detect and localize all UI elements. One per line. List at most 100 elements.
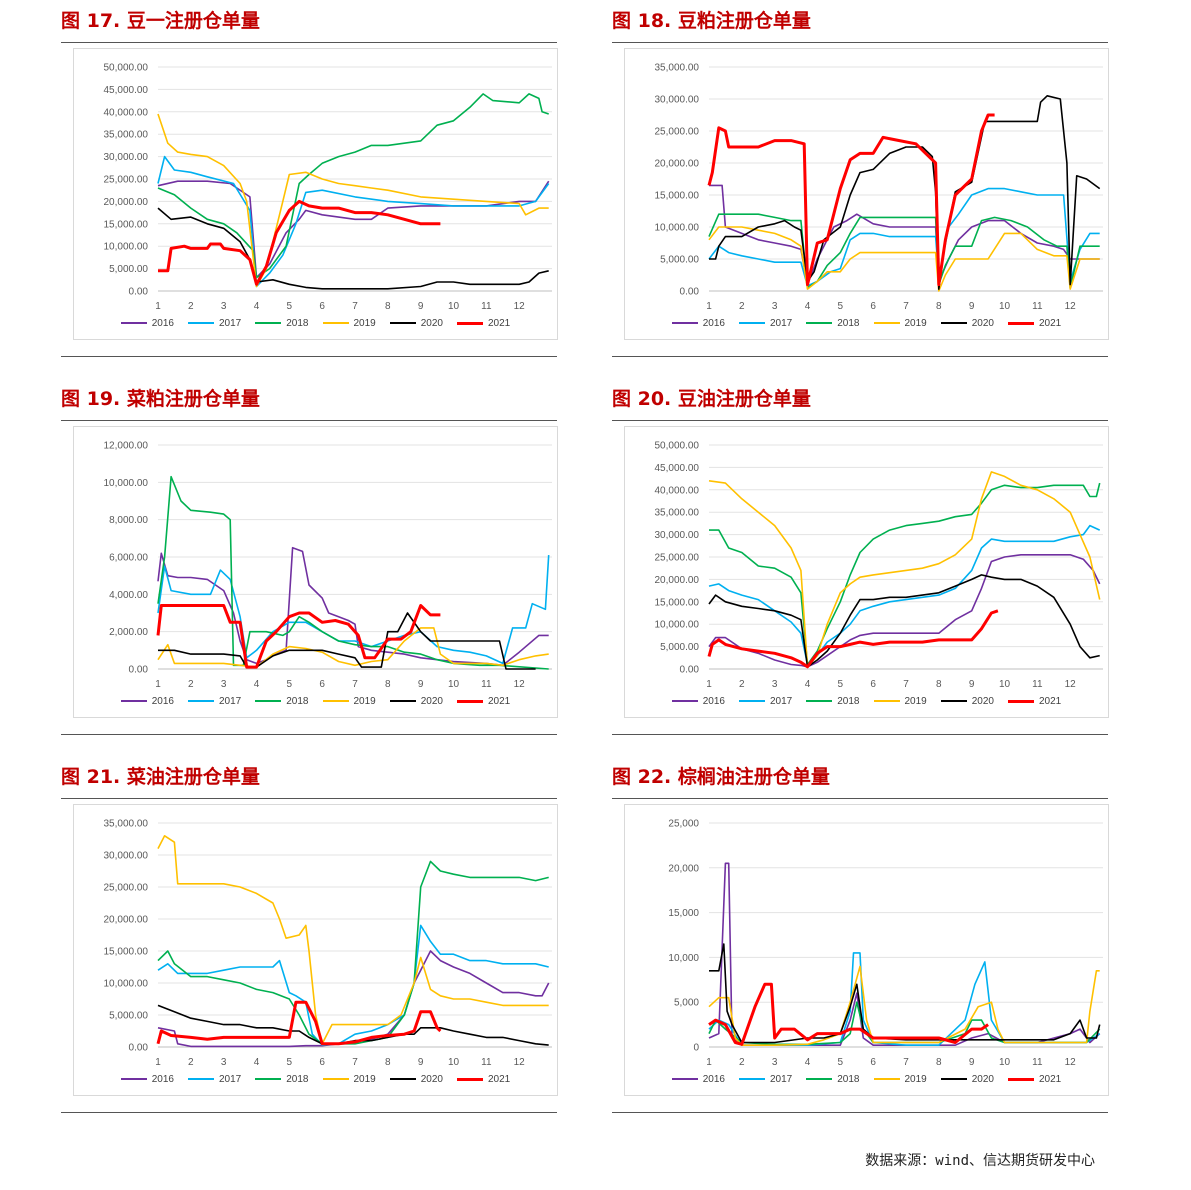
y-tick-label: 10,000.00 bbox=[655, 223, 700, 234]
x-tick-label: 4 bbox=[805, 679, 811, 689]
legend-label: 2017 bbox=[219, 1073, 242, 1085]
legend-item-2017: 2017 bbox=[739, 693, 792, 709]
y-tick-label: 30,000.00 bbox=[655, 95, 700, 106]
y-tick-label: 15,000.00 bbox=[655, 191, 700, 202]
x-tick-label: 3 bbox=[221, 1057, 227, 1067]
chart-area: 0.00 5,000.00 10,000.00 15,000.00 20,000.00 2… bbox=[73, 804, 558, 1096]
legend-swatch bbox=[739, 700, 765, 702]
x-tick-label: 7 bbox=[352, 301, 358, 311]
y-tick-label: 30,000.00 bbox=[104, 851, 149, 862]
chart-panel: 图 21. 菜油注册仓单量 0.00 5,000.00 10,000.00 15,000… bbox=[61, 756, 558, 1113]
legend-swatch bbox=[873, 322, 900, 324]
x-tick-label: 9 bbox=[418, 1057, 424, 1067]
legend-label: 2019 bbox=[904, 317, 927, 329]
chart-title: 图 22. 棕榈油注册仓单量 bbox=[612, 766, 830, 788]
x-tick-label: 8 bbox=[936, 301, 942, 311]
legend-label: 2017 bbox=[770, 695, 793, 707]
legend-item-2016: 2016 bbox=[671, 693, 725, 709]
legend-item-2016: 2016 bbox=[120, 1071, 174, 1087]
chart-legend: 2016 2017 2018 2019 2020 2021 bbox=[74, 315, 557, 331]
panel-bottom-divider bbox=[61, 734, 557, 735]
y-tick-label: 20,000.00 bbox=[104, 197, 149, 208]
y-tick-label: 12,000.00 bbox=[104, 441, 149, 452]
y-tick-label: 10,000.00 bbox=[104, 242, 149, 253]
series-line-2016 bbox=[708, 862, 1101, 1046]
legend-swatch bbox=[120, 700, 147, 702]
x-tick-label: 10 bbox=[999, 301, 1011, 311]
x-tick-label: 4 bbox=[254, 679, 260, 689]
x-tick-label: 5 bbox=[287, 1057, 293, 1067]
legend-label: 2017 bbox=[770, 1073, 793, 1085]
panel-bottom-divider bbox=[612, 734, 1108, 735]
x-tick-label: 9 bbox=[418, 301, 424, 311]
x-tick-label: 2 bbox=[188, 679, 194, 689]
x-tick-label: 9 bbox=[969, 1057, 975, 1067]
x-tick-label: 3 bbox=[221, 679, 227, 689]
x-tick-label: 8 bbox=[385, 301, 391, 311]
y-tick-label: 0.00 bbox=[129, 665, 149, 676]
x-tick-label: 11 bbox=[1032, 301, 1043, 311]
x-tick-label: 8 bbox=[385, 679, 391, 689]
title-divider bbox=[61, 42, 557, 43]
y-tick-label: 15,000 bbox=[668, 908, 699, 919]
series-line-2018 bbox=[157, 860, 549, 1045]
x-tick-label: 5 bbox=[838, 301, 844, 311]
legend-item-2021: 2021 bbox=[1008, 1071, 1061, 1087]
legend-swatch bbox=[389, 322, 416, 324]
series-line-2021 bbox=[158, 199, 441, 286]
legend-label: 2016 bbox=[151, 317, 174, 329]
x-tick-label: 2 bbox=[739, 301, 745, 311]
legend-item-2020: 2020 bbox=[389, 315, 443, 331]
series-line-2021 bbox=[156, 1000, 442, 1046]
legend-item-2018: 2018 bbox=[806, 693, 860, 709]
legend-swatch bbox=[873, 1078, 900, 1080]
chart-area: 0.00 5,000.00 10,000.00 15,000.00 20,000.00 2… bbox=[624, 48, 1109, 340]
x-tick-label: 10 bbox=[448, 301, 460, 311]
chart-title: 图 20. 豆油注册仓单量 bbox=[612, 388, 811, 410]
legend-item-2018: 2018 bbox=[255, 1071, 309, 1087]
legend-label: 2020 bbox=[420, 1073, 443, 1085]
x-tick-label: 7 bbox=[352, 679, 358, 689]
legend-item-2017: 2017 bbox=[188, 1071, 241, 1087]
legend-item-2019: 2019 bbox=[873, 1071, 927, 1087]
legend-label: 2020 bbox=[420, 317, 443, 329]
x-tick-label: 7 bbox=[903, 301, 909, 311]
y-tick-label: 0.00 bbox=[129, 287, 149, 298]
chart-title: 图 18. 豆粕注册仓单量 bbox=[612, 10, 811, 32]
y-tick-label: 35,000.00 bbox=[655, 63, 700, 74]
chart-area: 0.00 2,000.00 4,000.00 6,000.00 8,000.00 10,0… bbox=[73, 426, 558, 718]
x-tick-label: 3 bbox=[772, 679, 778, 689]
series-line-2019 bbox=[708, 226, 1100, 292]
series-line-2016 bbox=[157, 950, 550, 1048]
x-tick-label: 12 bbox=[514, 679, 526, 689]
legend-swatch bbox=[255, 700, 282, 702]
series-line-2019 bbox=[157, 627, 549, 668]
legend-item-2016: 2016 bbox=[671, 1071, 725, 1087]
legend-swatch bbox=[188, 1078, 214, 1080]
legend-item-2017: 2017 bbox=[188, 315, 241, 331]
y-tick-label: 30,000.00 bbox=[655, 530, 700, 541]
series-line-2016 bbox=[157, 546, 549, 667]
y-tick-label: 35,000.00 bbox=[655, 508, 700, 519]
legend-label: 2017 bbox=[770, 317, 793, 329]
legend-swatch bbox=[188, 700, 214, 702]
legend-label: 2019 bbox=[353, 695, 376, 707]
x-tick-label: 3 bbox=[221, 301, 227, 311]
y-tick-label: 25,000.00 bbox=[104, 175, 149, 186]
x-tick-label: 6 bbox=[870, 301, 876, 311]
legend-label: 2016 bbox=[702, 1073, 725, 1085]
x-tick-label: 8 bbox=[385, 1057, 391, 1067]
legend-label: 2018 bbox=[286, 695, 309, 707]
legend-swatch bbox=[940, 700, 967, 702]
x-tick-label: 11 bbox=[481, 301, 492, 311]
chart-legend: 2016 2017 2018 2019 2020 2021 bbox=[74, 1071, 557, 1087]
legend-item-2021: 2021 bbox=[1008, 315, 1061, 331]
legend-item-2018: 2018 bbox=[806, 1071, 860, 1087]
series-line-2020 bbox=[157, 207, 549, 290]
legend-item-2021: 2021 bbox=[457, 315, 510, 331]
y-tick-label: 5,000.00 bbox=[660, 255, 699, 266]
title-divider bbox=[612, 420, 1108, 421]
legend-label: 2018 bbox=[286, 317, 309, 329]
x-tick-label: 2 bbox=[188, 301, 194, 311]
y-tick-label: 20,000 bbox=[668, 863, 699, 874]
